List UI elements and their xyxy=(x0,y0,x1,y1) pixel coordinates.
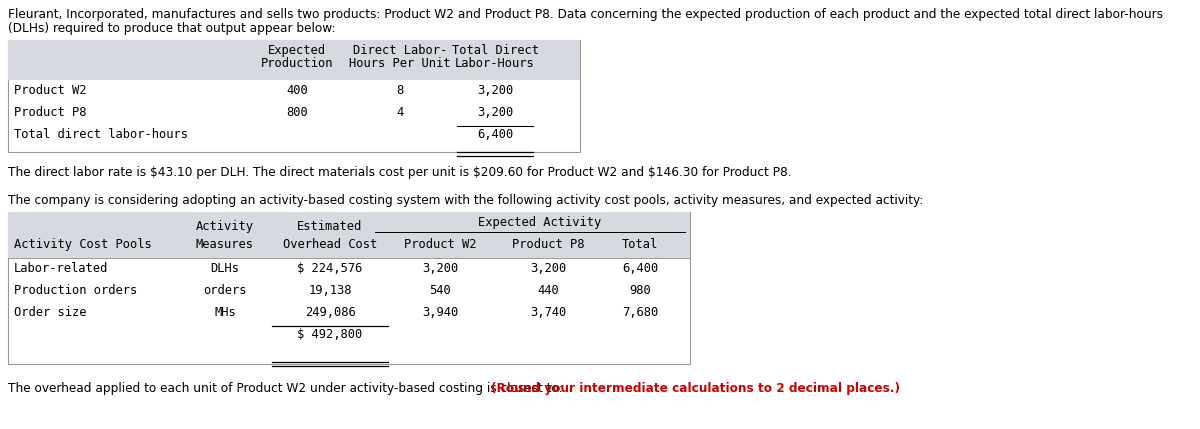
Text: Labor-Hours: Labor-Hours xyxy=(455,57,535,70)
Text: 7,680: 7,680 xyxy=(622,306,658,319)
Text: 3,200: 3,200 xyxy=(422,262,458,275)
Text: Product W2: Product W2 xyxy=(403,238,476,251)
Text: Hours Per Unit: Hours Per Unit xyxy=(349,57,451,70)
Text: 8: 8 xyxy=(396,84,403,97)
Text: Expected Activity: Expected Activity xyxy=(479,216,601,229)
Text: 6,400: 6,400 xyxy=(476,128,514,141)
Text: Activity: Activity xyxy=(196,220,254,233)
Text: The direct labor rate is $43.10 per DLH. The direct materials cost per unit is $: The direct labor rate is $43.10 per DLH.… xyxy=(8,166,792,179)
Text: 6,400: 6,400 xyxy=(622,262,658,275)
Text: 3,200: 3,200 xyxy=(530,262,566,275)
Text: 540: 540 xyxy=(430,284,451,297)
Text: Order size: Order size xyxy=(14,306,86,319)
Bar xyxy=(8,40,580,80)
Text: Fleurant, Incorporated, manufactures and sells two products: Product W2 and Prod: Fleurant, Incorporated, manufactures and… xyxy=(8,8,1163,21)
Text: $ 492,800: $ 492,800 xyxy=(298,328,362,341)
Text: 3,740: 3,740 xyxy=(530,306,566,319)
Text: The company is considering adopting an activity-based costing system with the fo: The company is considering adopting an a… xyxy=(8,194,923,207)
Text: Product P8: Product P8 xyxy=(14,106,86,119)
Text: DLHs: DLHs xyxy=(210,262,240,275)
Text: $ 224,576: $ 224,576 xyxy=(298,262,362,275)
Text: orders: orders xyxy=(203,284,247,297)
Text: Expected: Expected xyxy=(268,44,326,57)
Text: Total direct labor-hours: Total direct labor-hours xyxy=(14,128,188,141)
Text: Product W2: Product W2 xyxy=(14,84,86,97)
Text: 3,940: 3,940 xyxy=(422,306,458,319)
Text: 800: 800 xyxy=(286,106,308,119)
Text: 400: 400 xyxy=(286,84,308,97)
Text: The overhead applied to each unit of Product W2 under activity-based costing is : The overhead applied to each unit of Pro… xyxy=(8,382,566,395)
Text: 3,200: 3,200 xyxy=(476,106,514,119)
Text: (DLHs) required to produce that output appear below:: (DLHs) required to produce that output a… xyxy=(8,22,336,35)
Text: 980: 980 xyxy=(629,284,650,297)
Text: 4: 4 xyxy=(396,106,403,119)
Text: Product P8: Product P8 xyxy=(511,238,584,251)
Text: Activity Cost Pools: Activity Cost Pools xyxy=(14,238,151,251)
Bar xyxy=(8,212,690,364)
Text: 440: 440 xyxy=(538,284,559,297)
Text: MHs: MHs xyxy=(214,306,236,319)
Text: Total: Total xyxy=(622,238,658,251)
Bar xyxy=(8,40,580,152)
Text: Total Direct: Total Direct xyxy=(451,44,539,57)
Text: Overhead Cost: Overhead Cost xyxy=(283,238,377,251)
Text: Direct Labor-: Direct Labor- xyxy=(353,44,448,57)
Text: Estimated: Estimated xyxy=(298,220,362,233)
Text: 3,200: 3,200 xyxy=(476,84,514,97)
Text: Measures: Measures xyxy=(196,238,254,251)
Text: 19,138: 19,138 xyxy=(308,284,352,297)
Text: 249,086: 249,086 xyxy=(305,306,355,319)
Text: Production orders: Production orders xyxy=(14,284,137,297)
Bar xyxy=(8,212,690,258)
Text: Labor-related: Labor-related xyxy=(14,262,108,275)
Text: (Round your intermediate calculations to 2 decimal places.): (Round your intermediate calculations to… xyxy=(491,382,900,395)
Text: Production: Production xyxy=(260,57,334,70)
